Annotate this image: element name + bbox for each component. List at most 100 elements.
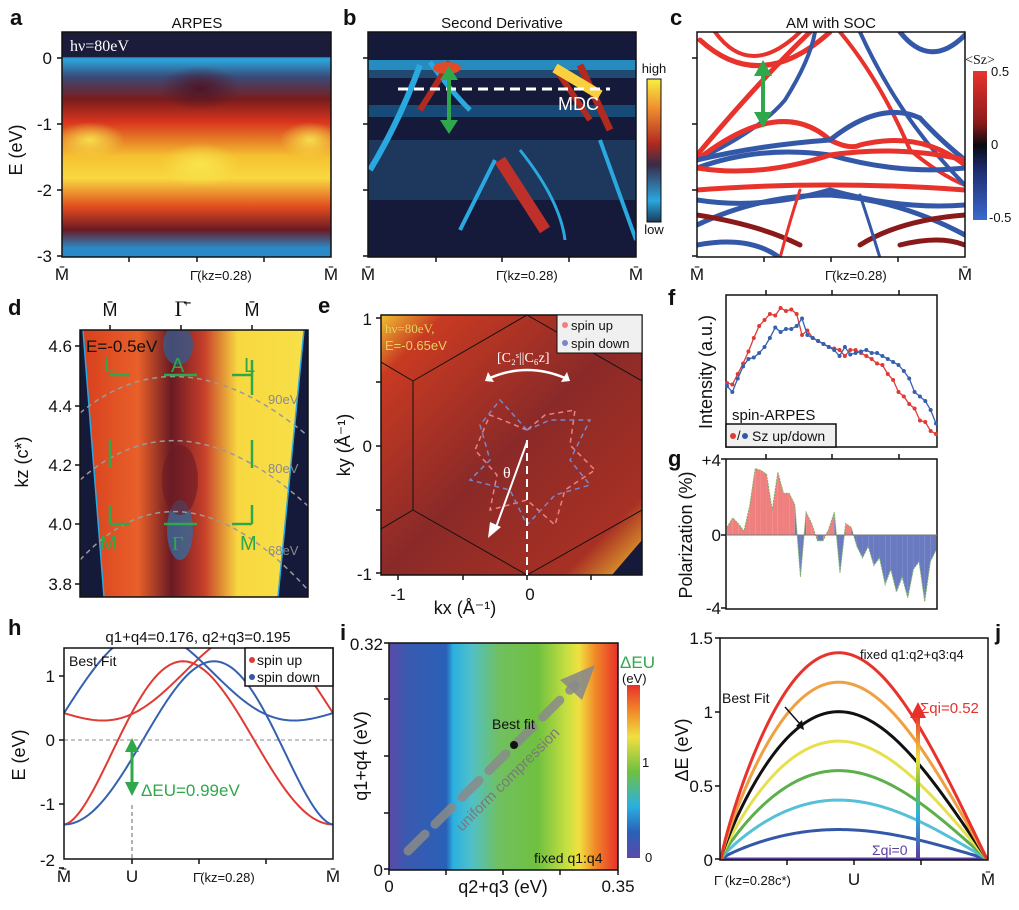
g-area-segment bbox=[806, 512, 812, 535]
panel-label-i: i bbox=[340, 620, 346, 645]
g-area-segment bbox=[862, 535, 869, 558]
h-xtick-1: U bbox=[126, 867, 138, 886]
d-ytick-4: 3.8 bbox=[48, 575, 72, 594]
panel-label-c: c bbox=[670, 5, 682, 30]
f-point bbox=[725, 384, 729, 388]
f-point bbox=[757, 351, 762, 355]
j-sum-arrow bbox=[916, 715, 920, 858]
g-ytick-2: -4 bbox=[706, 599, 721, 618]
f-point bbox=[789, 307, 794, 312]
panel-label-g: g bbox=[668, 446, 681, 471]
f-point bbox=[901, 394, 906, 399]
c-xtick-0: M̄ bbox=[690, 265, 704, 284]
g-area-segment bbox=[727, 517, 733, 535]
h-delta-label: ΔEU=0.99eV bbox=[141, 781, 240, 800]
g-ylabel: Polarization (%) bbox=[676, 471, 696, 598]
f-point bbox=[875, 351, 880, 355]
e-xtick-0: -1 bbox=[390, 585, 405, 604]
f-legend: / Sz up/down bbox=[725, 423, 837, 448]
f-point bbox=[783, 327, 788, 331]
f-point bbox=[885, 372, 890, 376]
i-colorbar-tick-1: 0 bbox=[645, 850, 652, 865]
d-point-A: A bbox=[171, 355, 185, 377]
d-ytick-2: 4.2 bbox=[48, 456, 72, 475]
f-point bbox=[773, 325, 778, 330]
i-colorbar-unit: (eV) bbox=[622, 671, 647, 686]
colorbar-c bbox=[973, 71, 987, 220]
panel-label-j: j bbox=[994, 620, 1001, 645]
panel-c: c AM with SOC bbox=[670, 5, 1011, 284]
f-point bbox=[934, 421, 938, 426]
i-arrow-head-icon bbox=[560, 665, 595, 700]
f-point bbox=[912, 406, 917, 411]
d-annotation: E=-0.5eV bbox=[86, 337, 158, 356]
f-point bbox=[821, 342, 826, 346]
f-point bbox=[725, 381, 729, 385]
a-ytick-1: -1 bbox=[37, 115, 52, 134]
f-point bbox=[800, 333, 805, 337]
f-point bbox=[864, 348, 869, 352]
f-point bbox=[917, 394, 922, 399]
g-area-segment bbox=[789, 493, 795, 535]
f-point bbox=[794, 324, 799, 328]
f-point bbox=[810, 336, 815, 340]
g-area-segment bbox=[749, 468, 756, 535]
g-area-segment bbox=[732, 517, 739, 535]
j-sum-top: Σqi=0.52 bbox=[920, 700, 979, 717]
j-curve-6 bbox=[720, 680, 988, 860]
f-point bbox=[762, 345, 767, 349]
g-area-segment bbox=[845, 523, 852, 535]
colorbar-c-tick-2: -0.5 bbox=[989, 210, 1011, 225]
a-ytick-2: -2 bbox=[37, 181, 52, 200]
e-xlabel: kx (Å⁻¹) bbox=[434, 598, 497, 618]
g-area-segment bbox=[873, 535, 880, 566]
arpes-image bbox=[62, 32, 331, 257]
f-point bbox=[896, 363, 901, 367]
i-colorbar-title: ΔEU bbox=[620, 653, 655, 672]
i-xlabel: q2+q3 (eV) bbox=[458, 877, 548, 897]
d-top-tick-0: M̄ bbox=[103, 300, 118, 320]
f-point bbox=[853, 351, 858, 355]
j-ytick-1: 1 bbox=[704, 703, 713, 722]
panel-label-a: a bbox=[10, 5, 23, 30]
i-xtick-0: 0 bbox=[384, 877, 393, 896]
h-legend-spin-down: spin down bbox=[257, 669, 320, 685]
svg-text:/: / bbox=[737, 428, 741, 443]
f-point bbox=[917, 418, 922, 423]
f-point bbox=[912, 390, 917, 394]
g-area-segment bbox=[738, 523, 744, 535]
i-ylabel: q1+q4 (eV) bbox=[351, 711, 371, 801]
f-point bbox=[746, 349, 751, 354]
g-area-segment bbox=[783, 493, 790, 535]
g-ytick-0: +4 bbox=[702, 451, 721, 470]
f-point bbox=[848, 348, 853, 352]
rotation-arrow-icon bbox=[489, 368, 566, 380]
panel-label-e: e bbox=[318, 293, 330, 318]
f-point bbox=[891, 360, 896, 364]
d-point-M1: M bbox=[100, 533, 117, 555]
d-bz-markers bbox=[108, 360, 254, 526]
panel-a-annotation: hν=80eV bbox=[70, 38, 129, 55]
green-double-arrow-c bbox=[754, 60, 772, 128]
panel-j-frame bbox=[719, 637, 989, 861]
mdc-label: MDC bbox=[558, 94, 599, 114]
f-point bbox=[767, 312, 772, 316]
f-point bbox=[864, 354, 869, 358]
h-band-down-1 bbox=[64, 648, 333, 722]
g-ytick-1: 0 bbox=[712, 526, 721, 545]
panel-e-frame bbox=[380, 314, 643, 576]
colorbar-c-tick-1: 0 bbox=[991, 137, 998, 152]
f-point bbox=[805, 333, 810, 337]
e-symmetry-label: [C₂ˢ||C₆z] bbox=[497, 351, 550, 366]
f-point bbox=[853, 348, 858, 352]
h-ylabel: E (eV) bbox=[9, 729, 29, 780]
i-ytick-1: 0 bbox=[374, 861, 383, 880]
e-annotation-line1: hν=80eV, bbox=[385, 321, 434, 336]
f-point bbox=[869, 351, 874, 355]
panel-g: g +4 0 -4 Polarization (%) bbox=[668, 446, 938, 618]
g-area-segment bbox=[777, 472, 784, 535]
j-curve-2 bbox=[720, 798, 988, 860]
j-ytick-0: 1.5 bbox=[689, 629, 713, 648]
e-ytick-1: 0 bbox=[363, 437, 372, 456]
